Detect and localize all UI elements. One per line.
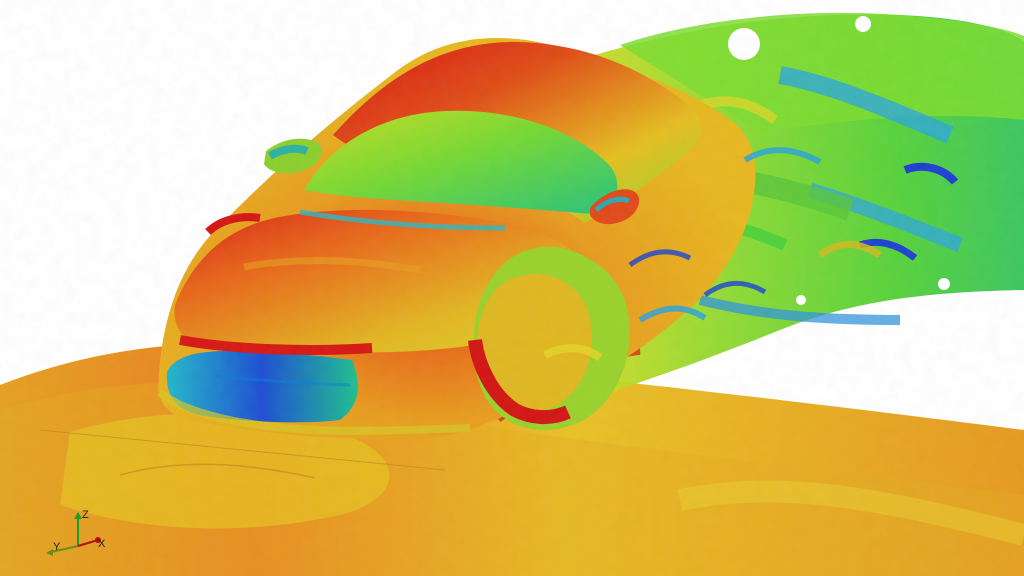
axis-z-label: Z xyxy=(82,509,89,521)
axis-triad: Z Y X xyxy=(38,500,118,564)
axis-triad-icon xyxy=(46,512,101,556)
axis-x-label: X xyxy=(98,538,106,550)
flow-detail-strokes xyxy=(543,147,882,362)
axis-y-label: Y xyxy=(53,541,61,553)
